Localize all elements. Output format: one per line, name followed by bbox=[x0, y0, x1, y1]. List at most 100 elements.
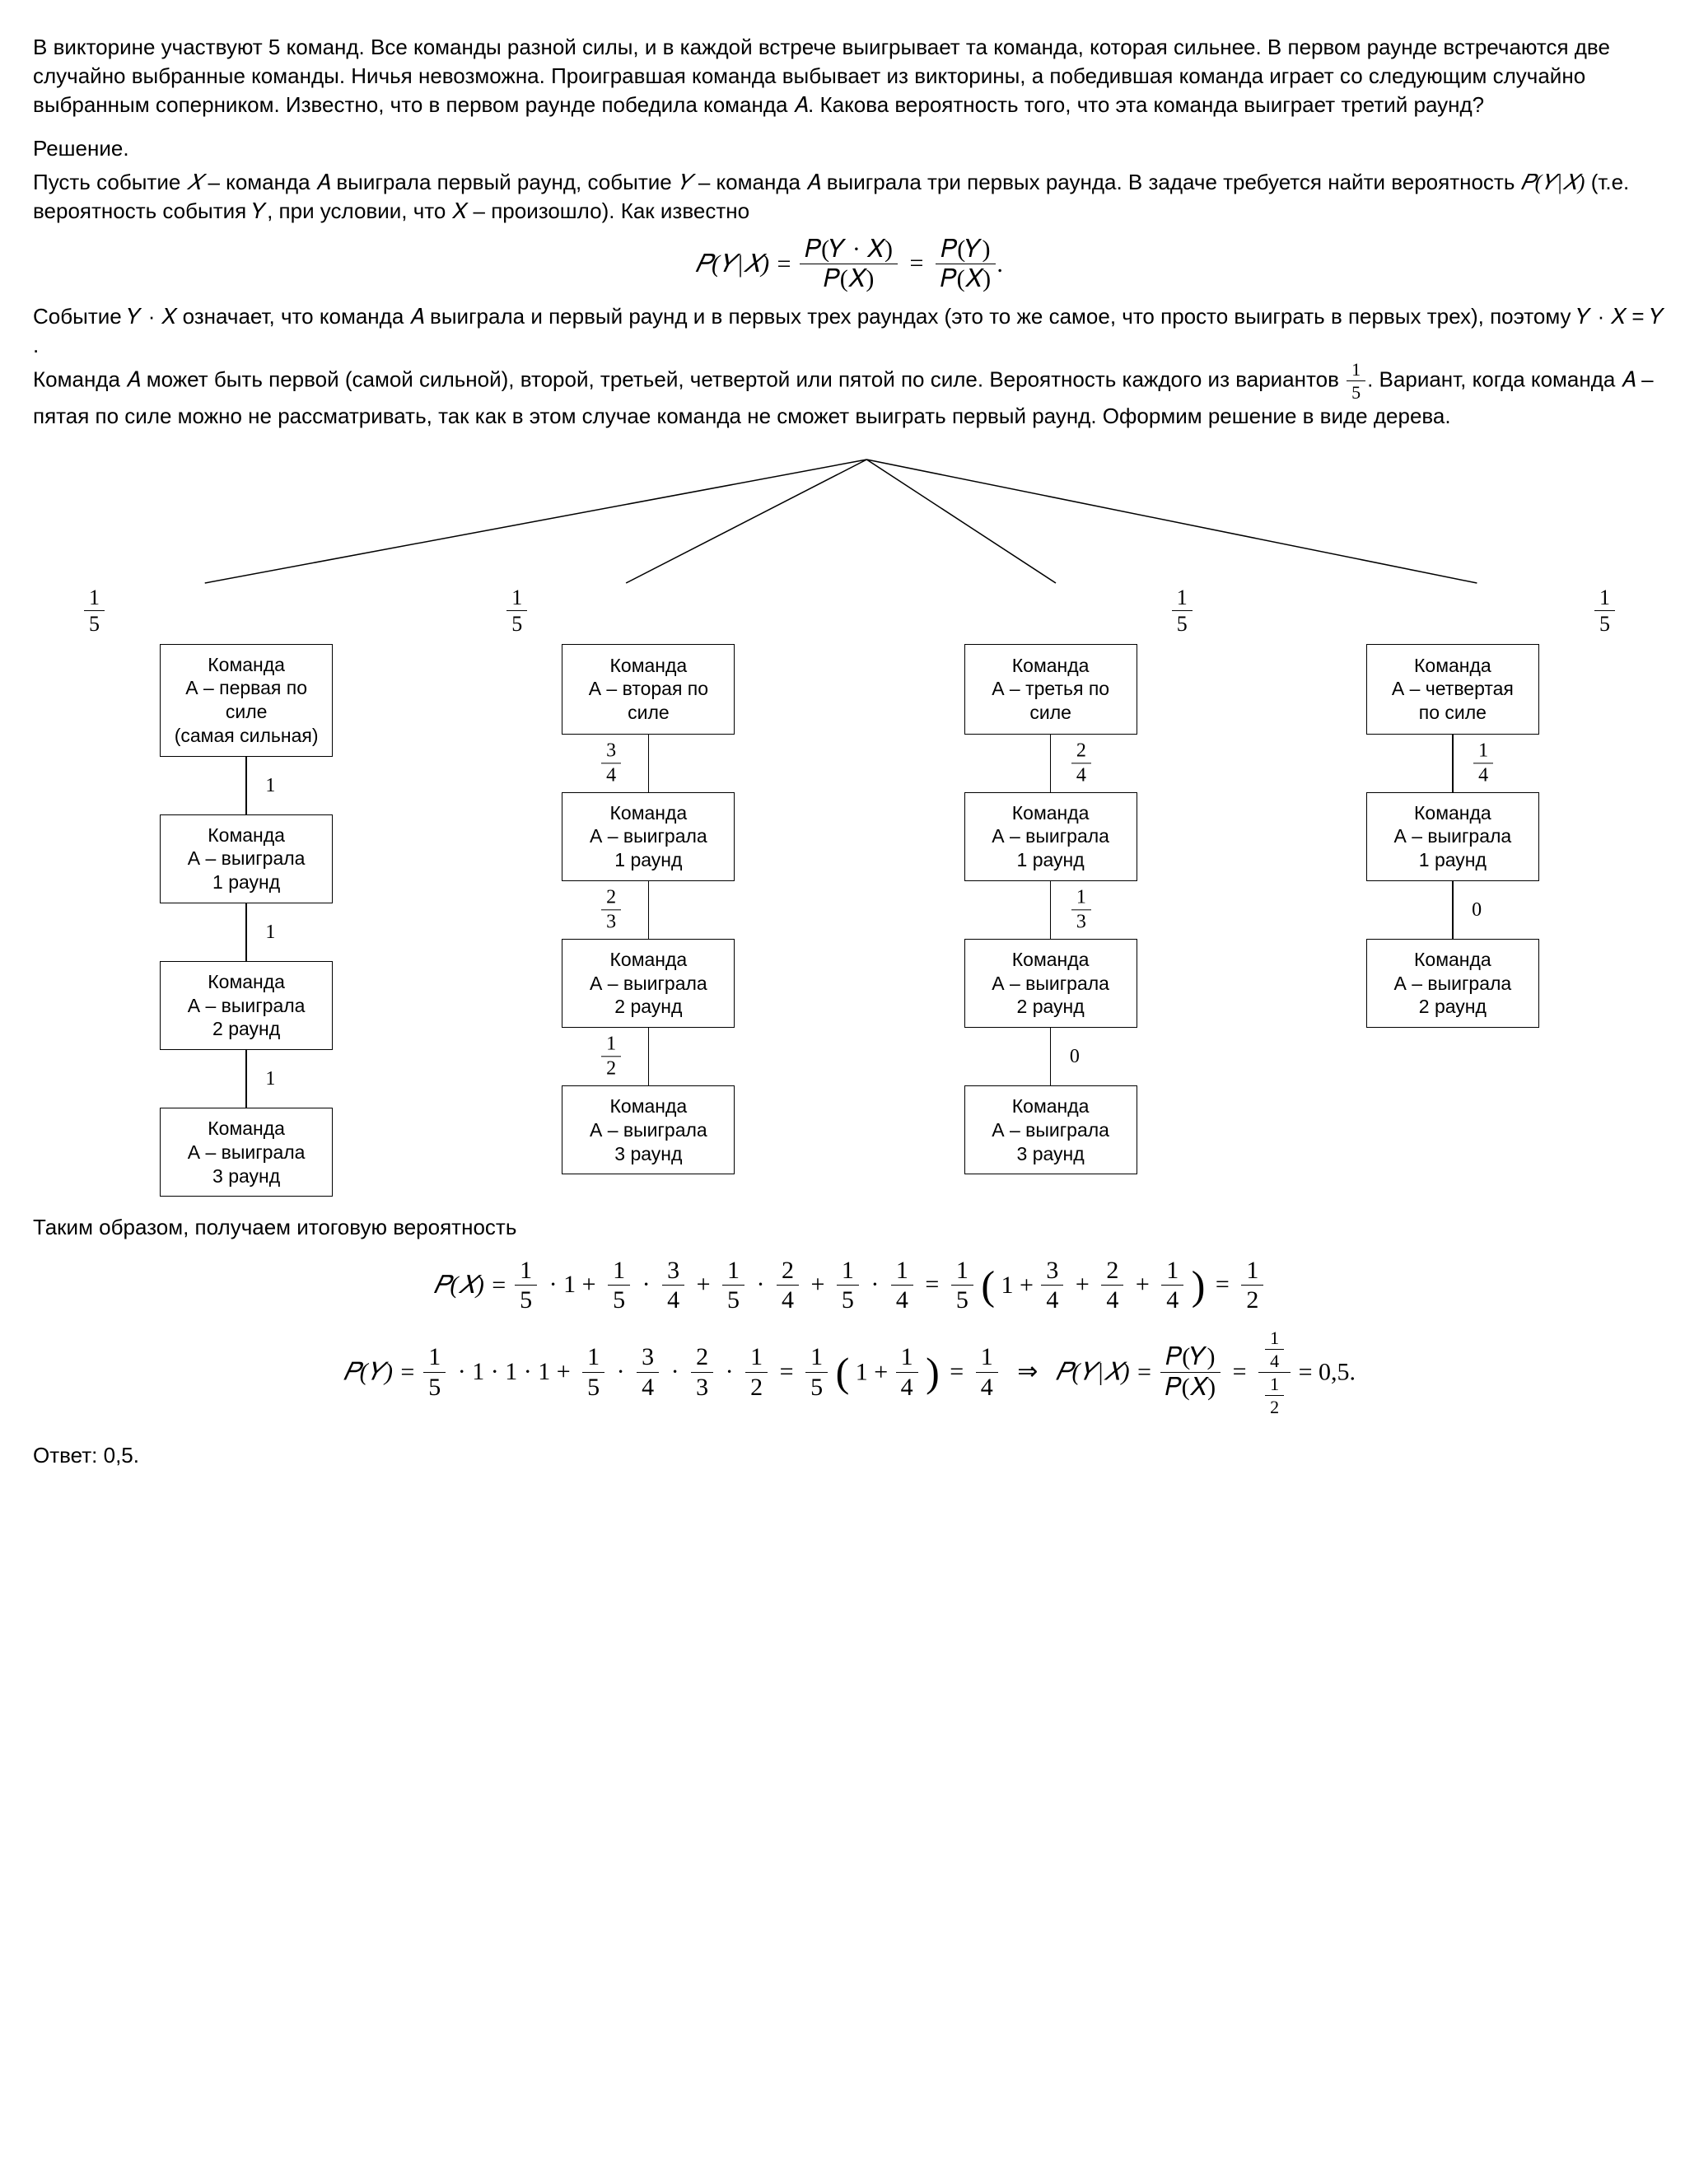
frac: 14 bbox=[889, 1258, 915, 1314]
nu: 3 bbox=[1041, 1258, 1063, 1286]
line bbox=[245, 1050, 247, 1108]
cond-lhs: 𝑃(𝑌|𝑋) = bbox=[1056, 1358, 1153, 1385]
fraction: 23 bbox=[600, 887, 623, 932]
inner-frac: 14 bbox=[1263, 1328, 1286, 1370]
nu: 1 bbox=[423, 1344, 446, 1373]
nu: 1 bbox=[515, 1258, 537, 1286]
fraction: 14 bbox=[1472, 740, 1495, 786]
conclusion-text: Таким образом, получаем итоговую вероятн… bbox=[33, 1213, 1666, 1242]
fraction: 24 bbox=[1070, 740, 1093, 786]
op: = bbox=[921, 1271, 943, 1298]
de: 4 bbox=[976, 1373, 998, 1401]
answer: Ответ: 0,5. bbox=[33, 1441, 1666, 1470]
nu: 1 bbox=[745, 1344, 768, 1373]
nu: 𝑃(𝑌) bbox=[1160, 1344, 1221, 1373]
line bbox=[648, 881, 650, 939]
node-round-2: КомандаА – выиграла2 раунд bbox=[1366, 939, 1539, 1028]
edge-prob: 1 bbox=[265, 922, 275, 942]
op: + bbox=[806, 1271, 828, 1298]
nu: 2 bbox=[1101, 1258, 1123, 1286]
fraction: 13 bbox=[1070, 887, 1093, 932]
edge: 1 bbox=[245, 757, 247, 814]
edge-prob: 13 bbox=[1070, 887, 1093, 932]
equals: = bbox=[776, 1358, 798, 1385]
node-strength: КомандаА – первая по силе(самая сильная) bbox=[160, 644, 333, 757]
root-probabilities: 15 15 15 15 bbox=[33, 586, 1666, 636]
frac: 34 bbox=[635, 1344, 660, 1400]
tree-root-lines bbox=[33, 455, 1666, 587]
de: 5 bbox=[1172, 611, 1193, 635]
nu: 1 bbox=[891, 1258, 913, 1286]
edge: 1 bbox=[245, 903, 247, 961]
paren-open: ( bbox=[981, 1262, 995, 1308]
de: 5 bbox=[1594, 611, 1615, 635]
de: 4 bbox=[1041, 1286, 1063, 1314]
edge-prob: 14 bbox=[1472, 740, 1495, 786]
nu: 1 bbox=[722, 1258, 744, 1286]
nu: 1 bbox=[582, 1344, 604, 1373]
plus: + bbox=[1132, 1271, 1154, 1298]
bot: 12 bbox=[1258, 1373, 1291, 1416]
op: · bbox=[752, 1271, 768, 1298]
text: – команда 𝐴 выиграла три первых раунда. … bbox=[698, 170, 1521, 194]
frac: 12 bbox=[744, 1344, 769, 1400]
final: = 0,5. bbox=[1299, 1358, 1356, 1385]
line bbox=[648, 735, 650, 792]
edge-prob: 24 bbox=[1070, 740, 1093, 786]
nu: 1 bbox=[951, 1258, 973, 1286]
nu: 2 bbox=[691, 1344, 713, 1373]
line bbox=[1050, 735, 1052, 792]
node-strength: КомандаА – третья посиле bbox=[964, 644, 1137, 735]
frac: 34 bbox=[1039, 1258, 1065, 1314]
frac: 24 bbox=[1099, 1258, 1125, 1314]
solution-para-1: Пусть событие 𝑋 – команда 𝐴 выиграла пер… bbox=[33, 168, 1666, 226]
nu: 2 bbox=[601, 887, 621, 910]
branch-3: КомандаА – третья посиле 24 КомандаА – в… bbox=[862, 644, 1239, 1175]
nu: 3 bbox=[637, 1344, 659, 1373]
node-strength: КомандаА – вторая посиле bbox=[562, 644, 735, 735]
nu: 3 bbox=[601, 740, 621, 763]
paren-close: ) bbox=[926, 1349, 940, 1395]
fraction: 15 bbox=[1170, 586, 1194, 636]
de: 3 bbox=[601, 910, 621, 932]
arrow: ⇒ bbox=[1006, 1358, 1049, 1385]
nu: 2 bbox=[777, 1258, 799, 1286]
solution-label: Решение. bbox=[33, 134, 1666, 163]
de: 4 bbox=[1071, 763, 1091, 786]
branch-1: КомандаА – первая по силе(самая сильная)… bbox=[58, 644, 435, 1197]
edge: 24 bbox=[1050, 735, 1052, 792]
inner-frac: 12 bbox=[1263, 1374, 1286, 1416]
line bbox=[1452, 735, 1454, 792]
nu: 1 bbox=[1265, 1374, 1284, 1396]
line bbox=[1050, 881, 1052, 939]
dot: · bbox=[613, 1358, 629, 1385]
nu: 1 bbox=[976, 1344, 998, 1373]
text: 1 + bbox=[1001, 1271, 1033, 1298]
compound-fraction: 14 12 bbox=[1257, 1328, 1292, 1416]
node-strength: КомандаА – четвертаяпо силе bbox=[1366, 644, 1539, 735]
frac: 15 bbox=[950, 1258, 975, 1314]
de: 5 bbox=[506, 611, 527, 635]
lhs: 𝑃(𝑌|𝑋) = bbox=[695, 250, 792, 277]
nu: 2 bbox=[1071, 740, 1091, 763]
de: 4 bbox=[891, 1286, 913, 1314]
node-round-1: КомандаА – выиграла1 раунд bbox=[160, 814, 333, 903]
node-round-3: КомандаА – выиграла3 раунд bbox=[562, 1085, 735, 1174]
frac: 15 bbox=[835, 1258, 861, 1314]
fraction: 34 bbox=[600, 740, 623, 786]
de: 5 bbox=[515, 1286, 537, 1314]
nu: 1 bbox=[1161, 1258, 1183, 1286]
numerator: 𝑃(𝑌 · 𝑋) bbox=[800, 236, 898, 265]
frac: 12 bbox=[1239, 1258, 1265, 1314]
denominator: 5 bbox=[1347, 381, 1365, 402]
line bbox=[245, 757, 247, 814]
op: + bbox=[693, 1271, 715, 1298]
edge: 13 bbox=[1050, 881, 1052, 939]
root-prob-1: 15 bbox=[58, 586, 414, 636]
edge-prob: 34 bbox=[600, 740, 623, 786]
line bbox=[648, 1028, 650, 1085]
dot: · bbox=[721, 1358, 738, 1385]
frac: 14 bbox=[894, 1344, 920, 1400]
solution-para-2: Событие 𝑌 · 𝑋 означает, что команда 𝐴 вы… bbox=[33, 302, 1666, 360]
node-round-1: КомандаА – выиграла1 раунд bbox=[562, 792, 735, 881]
